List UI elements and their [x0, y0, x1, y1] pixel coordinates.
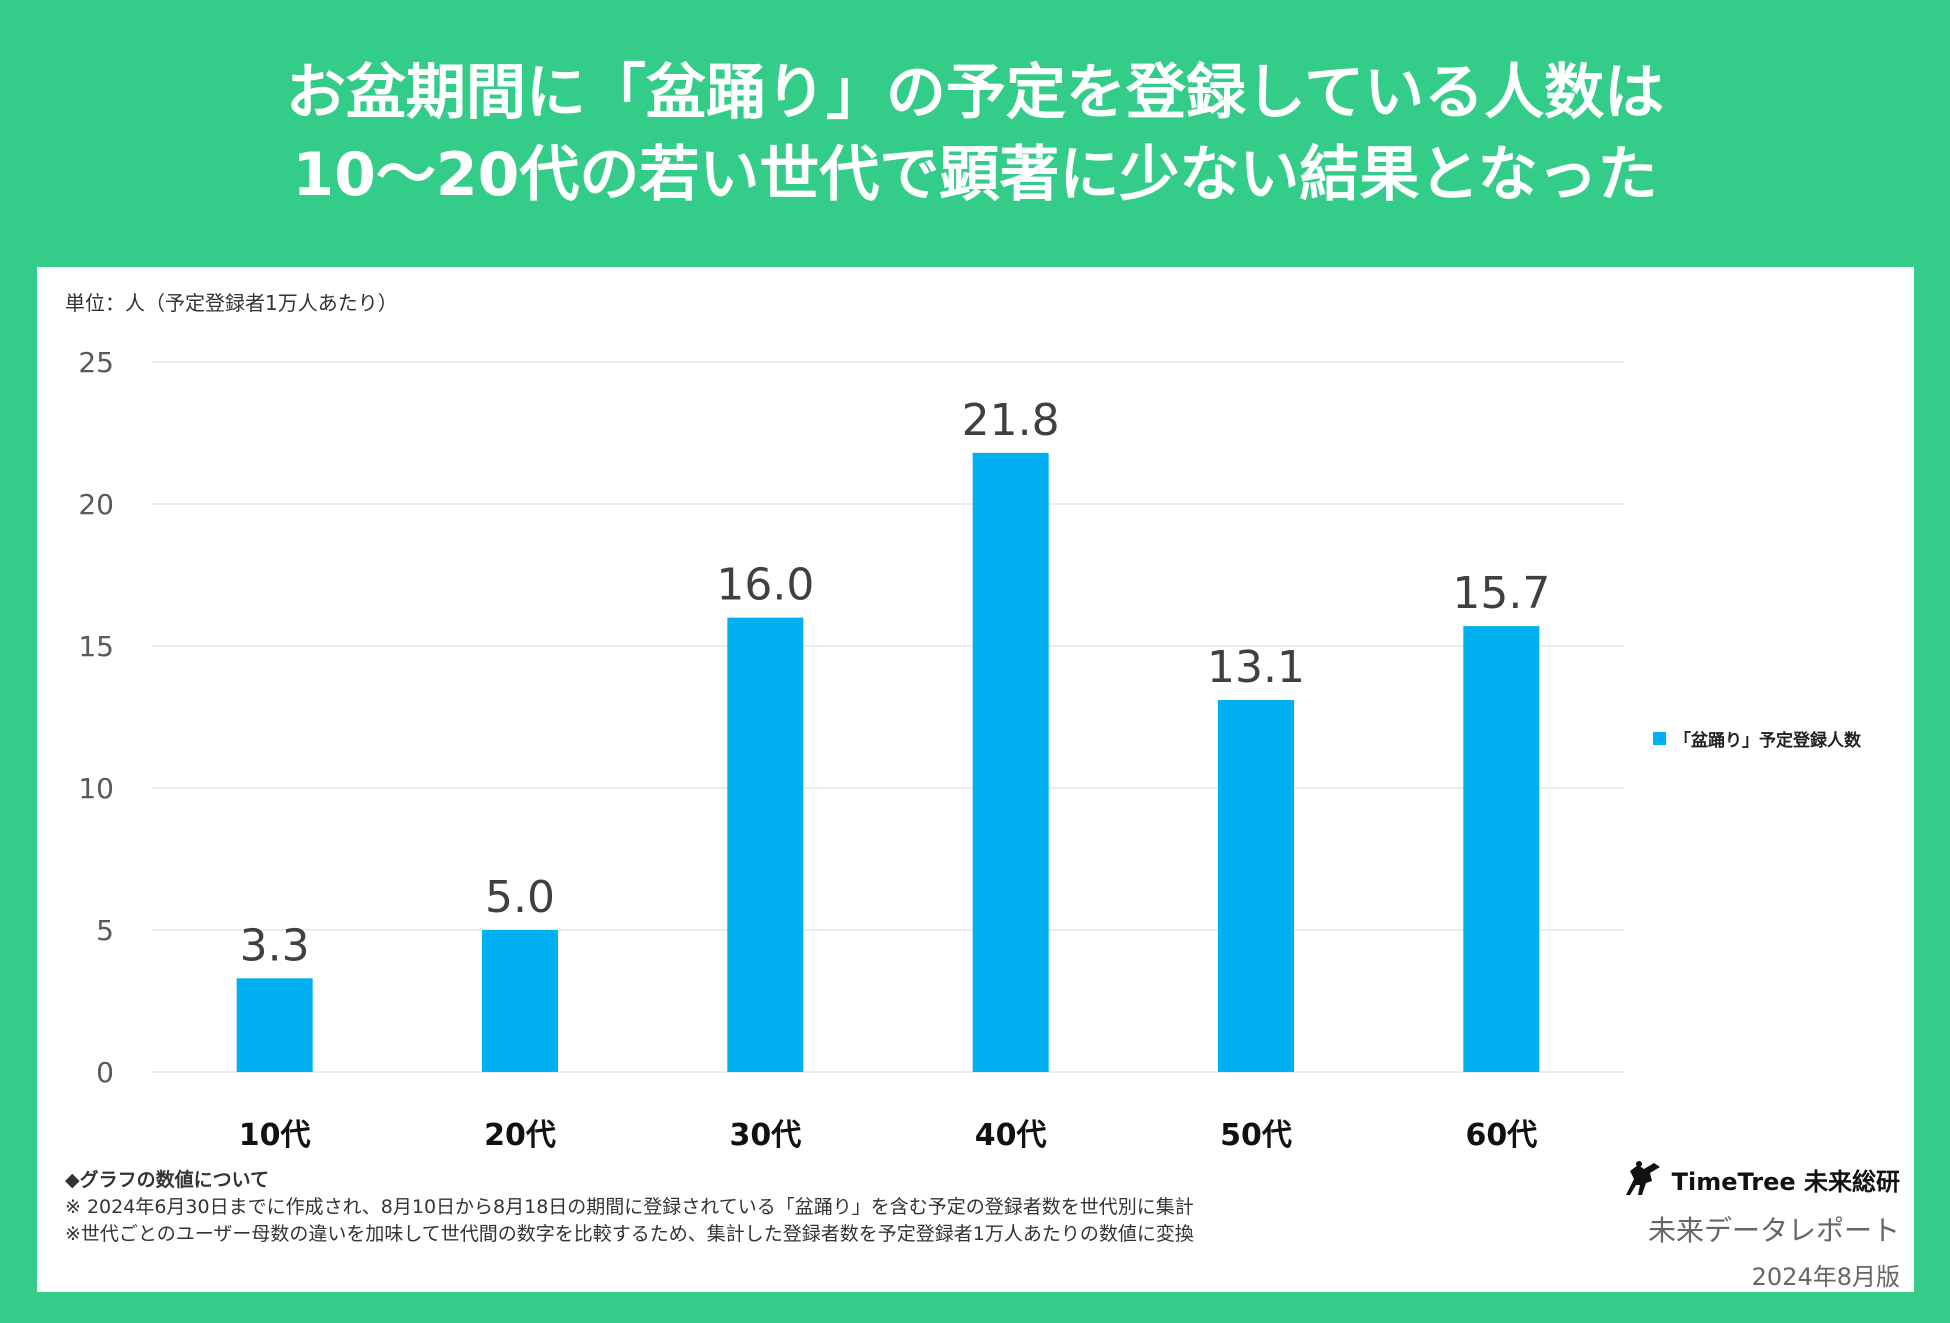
- headline: お盆期間に「盆踊り」の予定を登録している人数は 10〜20代の若い世代で顕著に少…: [0, 52, 1950, 216]
- bar-30代: [727, 617, 804, 1072]
- category-label-30代: 30代: [729, 1118, 801, 1153]
- footnotes-title: ◆グラフの数値について: [65, 1169, 270, 1191]
- headline-line-2: 10〜20代の若い世代で顕著に少ない結果となった: [292, 140, 1658, 210]
- y-tick-label: 0: [96, 1056, 114, 1089]
- y-tick-label: 20: [78, 488, 114, 521]
- category-label-50代: 50代: [1220, 1118, 1292, 1153]
- bars: [236, 452, 1540, 1072]
- unit-label: 単位：人（予定登録者1万人あたり）: [65, 291, 398, 315]
- y-tick-label: 25: [78, 346, 114, 379]
- data-labels: 3.3 5.0 16.0 21.8 13.1 15.7: [240, 395, 1551, 971]
- data-label-30代: 16.0: [716, 560, 814, 611]
- brand-date: 2024年8月版: [1751, 1263, 1900, 1291]
- gridlines: [152, 361, 1624, 1073]
- bird-silhouette-icon: [1625, 1161, 1660, 1195]
- bar-chart: 0 5 10 15 20 25 3.3 5.0 16.0 21.8 13.1 15.7 10代 20代…: [78, 346, 1624, 1153]
- bar-10代: [236, 978, 313, 1072]
- brand-block: TimeTree 未来総研 未来データレポート 2024年8月版: [1620, 1157, 1900, 1292]
- footnote-2: ※世代ごとのユーザー母数の違いを加味して世代間の数字を比較するため、集計した登録…: [65, 1223, 1194, 1245]
- data-label-60代: 15.7: [1452, 568, 1550, 619]
- data-label-10代: 3.3: [240, 920, 310, 971]
- x-axis-categories: 10代 20代 30代 40代 50代 60代: [239, 1118, 1537, 1153]
- legend: 「盆踊り」予定登録人数: [1653, 726, 1861, 751]
- category-label-10代: 10代: [239, 1118, 311, 1153]
- y-tick-label: 10: [78, 772, 114, 805]
- y-tick-label: 5: [96, 914, 114, 947]
- legend-label: 「盆踊り」予定登録人数: [1674, 731, 1861, 751]
- brand-logo: TimeTree 未来総研: [1620, 1157, 1900, 1201]
- data-label-50代: 13.1: [1207, 642, 1305, 693]
- footnotes: ◆グラフの数値について ※ 2024年6月30日までに作成され、8月10日から8…: [65, 1167, 1194, 1248]
- legend-swatch: [1653, 732, 1666, 745]
- y-tick-label: 15: [78, 630, 114, 663]
- bar-20代: [482, 930, 558, 1072]
- data-label-20代: 5.0: [485, 872, 555, 923]
- data-label-40代: 21.8: [962, 395, 1060, 446]
- category-label-60代: 60代: [1465, 1118, 1537, 1153]
- chart-panel: 単位：人（予定登録者1万人あたり） 0 5 10 15 20 25 3.3 5.0 16.0 2…: [37, 267, 1914, 1292]
- brand-report: 未来データレポート: [1647, 1214, 1900, 1247]
- bar-50代: [1218, 699, 1294, 1072]
- headline-line-1: お盆期間に「盆踊り」の予定を登録している人数は: [285, 58, 1665, 128]
- bar-40代: [972, 452, 1049, 1072]
- category-label-20代: 20代: [484, 1118, 556, 1153]
- footnote-1: ※ 2024年6月30日までに作成され、8月10日から8月18日の期間に登録され…: [65, 1196, 1194, 1218]
- y-axis-ticks: 0 5 10 15 20 25: [78, 346, 114, 1089]
- brand-name: TimeTree 未来総研: [1671, 1167, 1900, 1196]
- bar-60代: [1463, 626, 1540, 1072]
- category-label-40代: 40代: [975, 1118, 1047, 1153]
